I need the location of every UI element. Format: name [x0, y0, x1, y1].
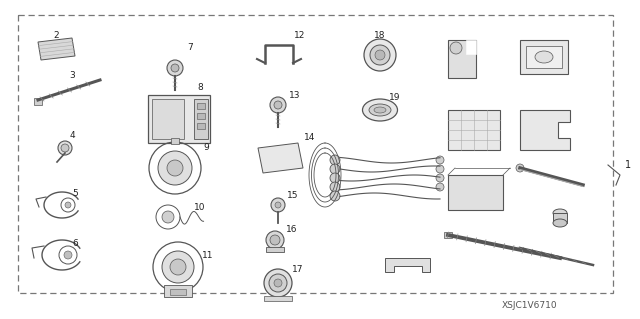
- Circle shape: [330, 164, 340, 174]
- Circle shape: [167, 160, 183, 176]
- Ellipse shape: [374, 107, 386, 113]
- Bar: [444, 232, 452, 238]
- Circle shape: [269, 274, 287, 292]
- Bar: [526, 46, 562, 68]
- Text: 7: 7: [187, 43, 193, 53]
- Text: 17: 17: [292, 265, 304, 275]
- Bar: [164, 285, 192, 297]
- Bar: [170, 289, 186, 295]
- Bar: [466, 40, 476, 54]
- Text: 4: 4: [69, 130, 75, 139]
- Circle shape: [274, 101, 282, 109]
- Text: 5: 5: [72, 189, 78, 197]
- Circle shape: [65, 202, 71, 208]
- Ellipse shape: [369, 104, 391, 116]
- Bar: [194, 99, 208, 139]
- Text: 18: 18: [374, 31, 386, 40]
- Polygon shape: [258, 143, 303, 173]
- Circle shape: [375, 50, 385, 60]
- Bar: [18, 15, 613, 293]
- Bar: [448, 40, 476, 78]
- Circle shape: [58, 141, 72, 155]
- Text: 14: 14: [304, 133, 316, 143]
- Circle shape: [364, 39, 396, 71]
- Text: 19: 19: [389, 93, 401, 102]
- Circle shape: [167, 60, 183, 76]
- Text: 10: 10: [195, 204, 205, 212]
- Polygon shape: [520, 110, 570, 150]
- Circle shape: [330, 182, 340, 192]
- Text: 8: 8: [197, 84, 203, 93]
- Bar: [448, 110, 500, 150]
- Text: XSJC1V6710: XSJC1V6710: [502, 300, 558, 309]
- Bar: [152, 99, 184, 139]
- Text: 15: 15: [287, 190, 299, 199]
- Circle shape: [264, 269, 292, 297]
- Bar: [448, 175, 503, 210]
- Bar: [553, 213, 567, 223]
- Text: 9: 9: [203, 144, 209, 152]
- Bar: [264, 296, 292, 301]
- Bar: [197, 123, 205, 129]
- Bar: [171, 138, 179, 144]
- Circle shape: [436, 183, 444, 191]
- Text: 11: 11: [202, 250, 214, 259]
- Circle shape: [330, 155, 340, 165]
- Circle shape: [516, 164, 524, 172]
- Ellipse shape: [362, 99, 397, 121]
- Circle shape: [266, 231, 284, 249]
- Text: 3: 3: [69, 70, 75, 79]
- Circle shape: [436, 165, 444, 173]
- Circle shape: [330, 191, 340, 201]
- Text: 1: 1: [625, 160, 631, 170]
- Circle shape: [162, 211, 174, 223]
- Bar: [148, 95, 210, 143]
- Circle shape: [64, 251, 72, 259]
- Circle shape: [436, 156, 444, 164]
- Text: 6: 6: [72, 239, 78, 248]
- Bar: [266, 247, 284, 252]
- Ellipse shape: [535, 51, 553, 63]
- Circle shape: [171, 64, 179, 72]
- Circle shape: [270, 97, 286, 113]
- Circle shape: [270, 235, 280, 245]
- Circle shape: [170, 259, 186, 275]
- Text: 13: 13: [289, 91, 301, 100]
- Text: 16: 16: [286, 226, 298, 234]
- Circle shape: [162, 251, 194, 283]
- Circle shape: [274, 279, 282, 287]
- Circle shape: [450, 42, 462, 54]
- Circle shape: [330, 173, 340, 183]
- Polygon shape: [38, 38, 75, 60]
- Polygon shape: [385, 258, 430, 272]
- Circle shape: [370, 45, 390, 65]
- Ellipse shape: [553, 219, 567, 227]
- Circle shape: [271, 198, 285, 212]
- Text: 12: 12: [294, 31, 306, 40]
- Bar: [34, 98, 42, 105]
- Bar: [520, 40, 568, 74]
- Ellipse shape: [553, 209, 567, 217]
- Circle shape: [61, 144, 69, 152]
- Bar: [197, 103, 205, 109]
- Circle shape: [158, 151, 192, 185]
- Circle shape: [275, 202, 281, 208]
- Bar: [197, 113, 205, 119]
- Circle shape: [436, 174, 444, 182]
- Text: 2: 2: [53, 31, 59, 40]
